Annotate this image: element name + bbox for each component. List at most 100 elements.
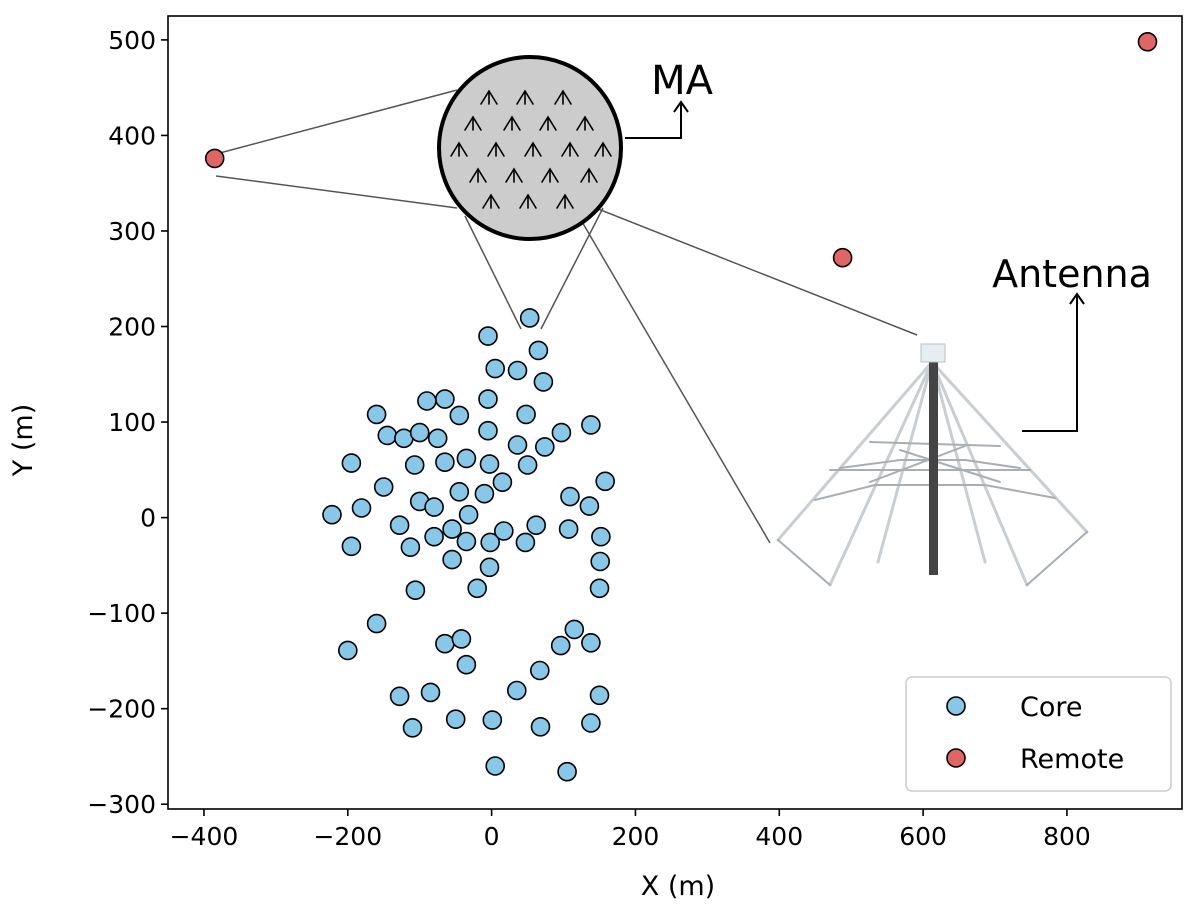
core-point bbox=[492, 472, 513, 493]
core-point bbox=[595, 471, 616, 492]
core-point bbox=[478, 389, 498, 409]
x-axis-ticks: −400 −200 0 200 400 600 800 bbox=[170, 809, 1091, 851]
core-point bbox=[445, 709, 466, 730]
legend: Core Remote bbox=[905, 676, 1172, 792]
ma-antenna-glyph bbox=[469, 167, 487, 183]
ma-antenna-glyph bbox=[505, 167, 523, 183]
core-point bbox=[516, 404, 536, 425]
core-point bbox=[590, 551, 611, 572]
antenna-arrow-icon bbox=[1022, 292, 1085, 432]
core-point bbox=[341, 536, 362, 557]
y-tick-label: −300 bbox=[87, 790, 156, 819]
core-point bbox=[456, 531, 477, 552]
core-point bbox=[449, 405, 470, 426]
core-point bbox=[405, 580, 426, 601]
ma-antenna-glyph bbox=[464, 115, 482, 131]
core-point bbox=[449, 481, 470, 502]
ma-antenna-glyphs bbox=[450, 89, 612, 209]
y-tick-label: 0 bbox=[140, 504, 156, 533]
y-axis-title: Y (m) bbox=[8, 404, 39, 477]
core-point bbox=[526, 515, 547, 536]
core-point bbox=[519, 308, 540, 328]
antenna-label: Antenna bbox=[992, 252, 1152, 296]
core-point bbox=[591, 526, 611, 547]
core-point bbox=[442, 519, 462, 539]
ma-antenna-glyph bbox=[519, 193, 537, 209]
ma-antenna-glyph bbox=[480, 89, 498, 105]
ma-antenna-glyph bbox=[556, 193, 574, 209]
core-point bbox=[474, 483, 495, 504]
ma-antenna-glyph bbox=[541, 167, 559, 183]
ma-antenna-glyph bbox=[524, 141, 542, 157]
core-point bbox=[557, 761, 577, 782]
ma-antenna-glyph bbox=[576, 115, 594, 131]
ma-antenna-glyph bbox=[487, 141, 505, 157]
core-point bbox=[337, 640, 358, 661]
ma-label: MA bbox=[651, 58, 714, 104]
core-point bbox=[581, 415, 601, 435]
core-point bbox=[322, 504, 342, 525]
legend-label-core: Core bbox=[1020, 692, 1083, 723]
x-tick-label: 200 bbox=[612, 822, 660, 851]
y-tick-label: 200 bbox=[108, 313, 156, 342]
core-point bbox=[351, 498, 372, 518]
y-tick-label: 400 bbox=[108, 121, 156, 150]
core-point bbox=[533, 372, 554, 392]
core-point bbox=[456, 654, 477, 675]
x-tick-label: 800 bbox=[1043, 822, 1091, 851]
y-tick-label: 100 bbox=[108, 408, 156, 437]
y-tick-label: −200 bbox=[87, 695, 156, 724]
y-tick-label: 300 bbox=[108, 217, 156, 246]
core-point bbox=[517, 455, 538, 475]
plot-frame bbox=[167, 15, 1183, 810]
core-point bbox=[479, 557, 500, 578]
core-point bbox=[402, 717, 423, 738]
core-point bbox=[377, 425, 398, 446]
core-point bbox=[404, 455, 425, 475]
y-tick-label: −100 bbox=[87, 599, 156, 628]
core-point bbox=[417, 391, 437, 411]
x-tick-label: 0 bbox=[484, 822, 500, 851]
core-point bbox=[558, 519, 579, 539]
ma-antenna-glyph bbox=[516, 89, 534, 105]
core-point bbox=[529, 660, 550, 681]
core-point bbox=[581, 713, 601, 733]
ma-antenna-glyph bbox=[482, 193, 500, 209]
core-point bbox=[534, 437, 555, 457]
core-point bbox=[493, 521, 514, 541]
core-point bbox=[560, 486, 580, 507]
ma-antenna-glyph bbox=[450, 141, 468, 157]
ma-antenna-glyph bbox=[561, 141, 579, 157]
core-point bbox=[435, 452, 455, 473]
series-core bbox=[322, 308, 616, 782]
core-point bbox=[551, 422, 572, 443]
core-point bbox=[427, 428, 448, 449]
core-point bbox=[366, 613, 387, 634]
core-point bbox=[528, 340, 549, 361]
core-point bbox=[435, 389, 455, 409]
core-point bbox=[485, 756, 506, 776]
ma-arrow-icon bbox=[625, 100, 689, 139]
remote-point bbox=[204, 148, 225, 169]
core-point bbox=[478, 420, 498, 441]
ma-antenna-glyph bbox=[594, 141, 612, 157]
ma-antenna-glyph bbox=[580, 167, 598, 183]
core-point bbox=[507, 360, 528, 381]
core-point bbox=[480, 532, 501, 553]
ma-station-inset bbox=[437, 55, 623, 241]
series-remote bbox=[204, 31, 1158, 268]
core-point bbox=[478, 326, 498, 346]
core-point bbox=[373, 477, 394, 497]
remote-point bbox=[832, 247, 853, 268]
core-point bbox=[515, 532, 536, 553]
core-point bbox=[424, 526, 444, 547]
core-point bbox=[341, 453, 362, 473]
core-point bbox=[581, 632, 601, 653]
y-axis-ticks: −300 −200 −100 0 100 200 300 400 500 bbox=[87, 26, 168, 819]
x-tick-label: 600 bbox=[899, 822, 947, 851]
remote-point bbox=[1137, 31, 1158, 52]
core-point bbox=[456, 448, 477, 469]
core-point bbox=[458, 504, 479, 525]
core-point bbox=[550, 635, 571, 656]
